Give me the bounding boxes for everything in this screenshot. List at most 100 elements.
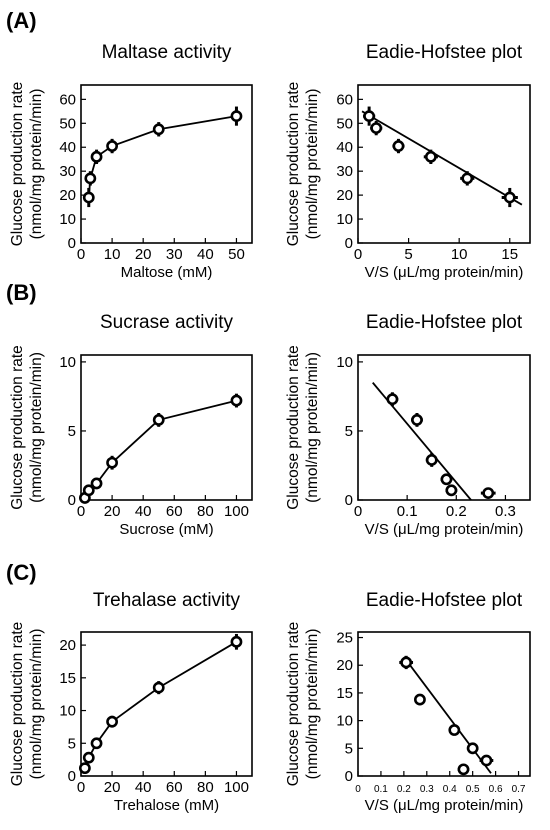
y-axis-unit: (nmol/mg protein/min) [28, 352, 45, 503]
y-tick-label: 20 [336, 657, 353, 674]
data-point [230, 394, 243, 407]
y-tick-label: 15 [336, 685, 353, 702]
x-tick-label: 0.2 [397, 784, 411, 795]
plot-frame [80, 631, 253, 777]
x-tick-label: 0 [77, 779, 85, 796]
data-point [90, 150, 103, 163]
data-point [392, 140, 405, 152]
y-tick-label: 20 [59, 187, 76, 204]
y-axis-label: Glucose production rate [9, 345, 26, 510]
x-tick-label: 100 [224, 503, 249, 520]
panel-label-a: (A) [6, 8, 37, 33]
y-tick-label: 15 [59, 670, 76, 687]
data-point [152, 414, 165, 426]
data-point [230, 635, 243, 648]
x-tick-label: 0 [77, 246, 85, 263]
chart-4: Eadie-Hofstee plot 0 0.1 0.2 0.3 0 5 10 V/S (μL/… [285, 312, 531, 538]
regression-line [361, 110, 523, 206]
y-tick-label: 30 [336, 163, 353, 180]
x-tick-label: 100 [224, 779, 249, 796]
x-tick-label: 40 [197, 246, 214, 263]
plot-frame [357, 354, 531, 501]
plot-frame [357, 631, 531, 777]
y-tick-label: 10 [59, 211, 76, 228]
x-tick-label: 0.4 [443, 784, 457, 795]
plot-frame [80, 354, 253, 501]
x-tick-label: 0 [355, 784, 361, 795]
y-tick-label: 5 [345, 423, 353, 440]
x-axis-label: V/S (μL/mg protein/min) [365, 264, 524, 281]
y-tick-label: 5 [68, 423, 76, 440]
chart-2: Eadie-Hofstee plot 0 5 10 15 0 10 20 30 40 50 60 V/S… [285, 42, 531, 281]
data-point [84, 172, 97, 185]
data-point [440, 473, 453, 486]
x-tick-label: 0 [354, 503, 362, 520]
data-point [424, 150, 437, 163]
x-tick-label: 40 [135, 779, 152, 796]
y-tick-label: 10 [336, 354, 353, 371]
data-point [414, 693, 426, 706]
y-tick-label: 0 [68, 492, 76, 509]
data-point [106, 140, 118, 152]
chart-title: Eadie-Hofstee plot [366, 590, 523, 611]
data-point [400, 656, 413, 669]
data-point [90, 737, 103, 750]
y-tick-label: 50 [59, 115, 76, 132]
data-point [82, 191, 95, 204]
y-tick-label: 20 [336, 187, 353, 204]
x-tick-label: 0.3 [495, 503, 516, 520]
y-tick-label: 10 [336, 211, 353, 228]
y-axis-unit: (nmol/mg protein/min) [28, 89, 45, 240]
chart-title: Sucrase activity [100, 312, 234, 333]
y-tick-label: 10 [59, 703, 76, 720]
data-point [78, 762, 91, 775]
data-point [106, 456, 118, 469]
regression-line [403, 656, 492, 774]
y-tick-label: 50 [336, 115, 353, 132]
data-point [90, 477, 103, 490]
y-axis-unit: (nmol/mg protein/min) [304, 89, 321, 240]
x-axis-label: V/S (μL/mg protein/min) [365, 521, 524, 538]
data-point [482, 487, 495, 499]
y-tick-label: 0 [345, 492, 353, 509]
x-axis-label: Sucrose (mM) [119, 521, 213, 538]
y-axis-label: Glucose production rate [9, 82, 26, 247]
x-tick-label: 0.1 [374, 784, 388, 795]
x-tick-label: 0.7 [512, 784, 526, 795]
x-tick-label: 0.3 [420, 784, 434, 795]
y-axis-label: Glucose production rate [285, 345, 302, 510]
x-tick-label: 60 [166, 503, 183, 520]
x-tick-label: 15 [501, 246, 518, 263]
chart-6: Eadie-Hofstee plot 0 0.1 0.2 0.3 0.4 0.5 0.6 0.7… [285, 590, 531, 814]
chart-title: Trehalase activity [93, 590, 241, 611]
x-tick-label: 60 [166, 779, 183, 796]
data-point [370, 122, 383, 134]
data-point [411, 414, 423, 426]
x-axis-label: Trehalose (mM) [114, 797, 219, 814]
y-tick-label: 5 [345, 740, 353, 757]
x-tick-label: 80 [197, 779, 214, 796]
data-point [461, 172, 474, 185]
y-tick-label: 60 [59, 91, 76, 108]
data-point [448, 724, 461, 736]
data-point [425, 454, 438, 466]
x-axis-label: Maltose (mM) [121, 264, 213, 281]
chart-title: Maltase activity [102, 42, 232, 63]
data-point [363, 110, 376, 123]
x-tick-label: 0 [354, 246, 362, 263]
chart-1: Maltase activity 0 10 20 30 40 50 0 10 20 30 40 50 60… [9, 42, 253, 281]
data-point [230, 110, 243, 123]
x-tick-label: 10 [451, 246, 468, 263]
y-tick-label: 30 [59, 163, 76, 180]
y-tick-label: 20 [59, 637, 76, 654]
y-tick-label: 10 [336, 713, 353, 730]
y-tick-label: 0 [345, 235, 353, 252]
data-point [386, 393, 399, 406]
x-axis-label: V/S (μL/mg protein/min) [365, 797, 524, 814]
data-point [457, 763, 470, 776]
x-tick-label: 0 [77, 503, 85, 520]
series-line [84, 641, 237, 769]
plot-frame [80, 84, 253, 244]
chart-title: Eadie-Hofstee plot [366, 312, 523, 333]
